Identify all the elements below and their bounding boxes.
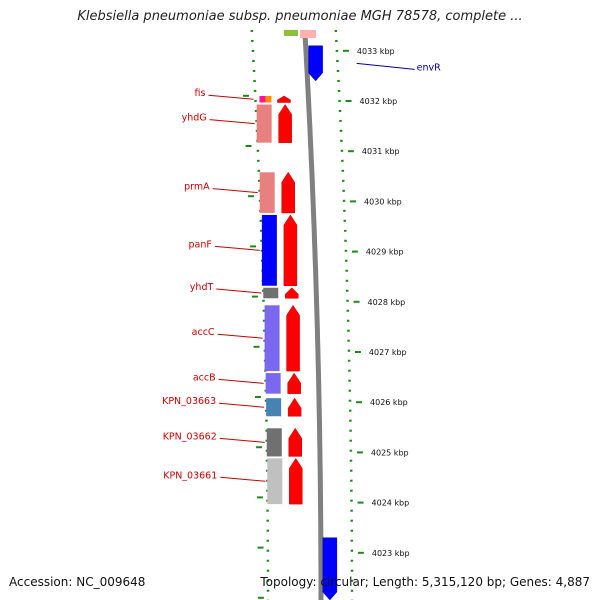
cog-band <box>259 172 275 213</box>
gene-label-line <box>219 402 265 408</box>
forward-gene-arrow <box>285 287 299 299</box>
tick-label: 4032 kbp <box>360 97 398 106</box>
gene-label: KPN_03663 <box>162 396 216 407</box>
gene-label-line <box>216 288 262 294</box>
gene-label: accC <box>192 327 215 338</box>
tick-label: 4023 kbp <box>372 549 410 558</box>
gene-label: envR <box>417 62 441 73</box>
gene-label-group: fis yhdG prmA panF yhdT accC accB KPN_03663 KPN_… <box>162 62 441 482</box>
backbone-group <box>302 29 324 600</box>
cog-band <box>259 95 266 103</box>
cog-band <box>264 305 280 372</box>
forward-gene-arrow <box>278 104 292 143</box>
tick-label: 4025 kbp <box>371 448 409 457</box>
cog-band <box>266 428 282 457</box>
gene-label: KPN_03661 <box>163 470 217 481</box>
tick-label: 4029 kbp <box>366 248 404 257</box>
gene-label-line <box>209 119 255 125</box>
reverse-gene-arrow <box>322 537 338 600</box>
cog-band <box>263 287 279 299</box>
tick-label: 4031 kbp <box>362 147 400 156</box>
gene-label: yhdT <box>190 282 214 293</box>
forward-gene-arrow <box>288 427 303 457</box>
gene-label: accB <box>193 372 216 383</box>
topology-text: Topology: circular; Length: 5,315,120 bp… <box>260 575 590 589</box>
gene-label-line <box>217 333 263 339</box>
forward-gene-arrow <box>287 397 302 417</box>
tick-label: 4024 kbp <box>372 499 410 508</box>
cog-band <box>261 214 277 286</box>
cog-band <box>265 95 272 103</box>
cog-band <box>256 104 272 143</box>
gene-label-line <box>212 188 258 194</box>
cog-band <box>267 458 283 505</box>
tick-label: 4030 kbp <box>364 197 402 206</box>
tick-label: 4026 kbp <box>370 398 408 407</box>
reverse-gene-arrow <box>308 45 323 82</box>
guide-arc-outer <box>334 29 354 600</box>
forward-gene-arrow <box>283 214 298 286</box>
accession-text: Accession: NC_009648 <box>9 575 146 589</box>
gene-label: panF <box>189 239 212 250</box>
forward-gene-group <box>277 30 316 505</box>
gene-label: fis <box>195 88 206 99</box>
gene-label-line <box>218 378 264 384</box>
reverse-gene-group <box>308 45 338 600</box>
gene-label-line <box>219 437 265 443</box>
forward-gene-arrow <box>289 457 303 505</box>
gene-label-line <box>220 476 266 482</box>
top-partial-band <box>284 30 298 36</box>
forward-gene-arrow <box>287 372 301 394</box>
top-partial-gene <box>300 30 316 38</box>
gene-label: yhdG <box>182 113 207 124</box>
forward-gene-arrow <box>277 95 291 103</box>
tick-label: 4027 kbp <box>369 348 407 357</box>
cog-band <box>265 373 281 394</box>
forward-gene-arrow <box>281 171 295 214</box>
tick-label: 4028 kbp <box>368 298 406 307</box>
map-title: Klebsiella pneumoniae subsp. pneumoniae … <box>77 9 523 24</box>
gene-label: prmA <box>184 182 210 193</box>
gene-label-line <box>356 62 415 70</box>
gene-label-line <box>214 245 260 251</box>
forward-gene-arrow <box>286 304 300 372</box>
cog-band <box>266 398 282 417</box>
tick-group: 4033 kbp 4032 kbp 4031 kbp 4030 kbp 4029 kbp… <box>242 47 410 599</box>
gene-label-line <box>208 94 254 100</box>
gene-label: KPN_03662 <box>163 431 217 442</box>
backbone-arc <box>302 29 324 600</box>
tick-label: 4033 kbp <box>357 47 395 56</box>
cog-band-group <box>256 30 298 505</box>
